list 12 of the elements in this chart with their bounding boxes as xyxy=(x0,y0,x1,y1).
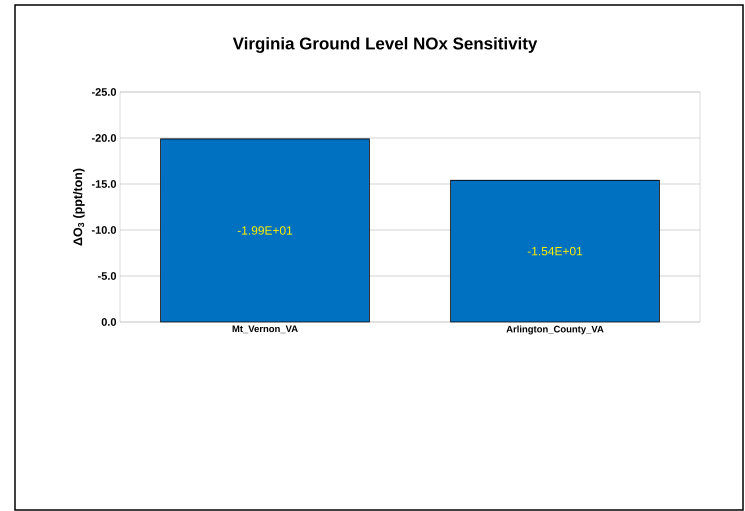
y-axis-title: ΔO$_{3}$ (ppt/ton) xyxy=(73,168,85,246)
x-tick-label: Mt_Vernon_VA xyxy=(232,326,298,334)
y-tick-label: -15.0 xyxy=(92,180,116,188)
y-tick-label: 0.0 xyxy=(102,318,116,326)
x-tick-label: Arlington_County_VA xyxy=(506,326,604,334)
chart-title: Virginia Ground Level NOx Sensitivity xyxy=(232,37,538,53)
data-label: -1.54E+01 xyxy=(528,246,582,256)
y-tick-label: -5.0 xyxy=(98,272,116,280)
data-label: -1.99E+01 xyxy=(238,226,292,235)
y-tick-label: -25.0 xyxy=(92,88,116,96)
y-tick-label: -20.0 xyxy=(92,134,116,142)
y-tick-label: -10.0 xyxy=(92,226,116,234)
